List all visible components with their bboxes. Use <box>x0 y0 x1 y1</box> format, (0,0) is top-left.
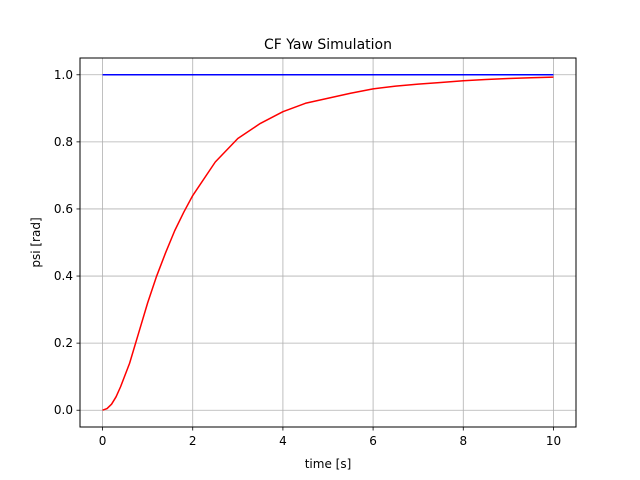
y-tick-label: 0.8 <box>54 135 73 149</box>
y-tick-label: 0.0 <box>54 403 73 417</box>
x-tick-label: 10 <box>546 434 561 448</box>
y-tick-label: 1.0 <box>54 68 73 82</box>
chart-title: CF Yaw Simulation <box>264 37 392 53</box>
y-tick-label: 0.6 <box>54 202 73 216</box>
x-tick-label: 8 <box>459 434 467 448</box>
ticks: 0 2 4 6 8 10 0.0 0.2 0.4 0.6 0.8 1.0 <box>54 68 561 448</box>
plot-frame <box>79 57 577 428</box>
y-axis-label: psi [rad] <box>29 217 43 267</box>
series-line-1 <box>102 76 554 411</box>
x-tick-label: 4 <box>279 434 287 448</box>
x-tick-label: 2 <box>189 434 197 448</box>
series-group <box>102 74 554 411</box>
y-tick-label: 0.4 <box>54 269 73 283</box>
x-tick-label: 0 <box>99 434 107 448</box>
x-tick-label: 6 <box>369 434 377 448</box>
y-tick-label: 0.2 <box>54 336 73 350</box>
x-axis-label: time [s] <box>305 457 352 471</box>
